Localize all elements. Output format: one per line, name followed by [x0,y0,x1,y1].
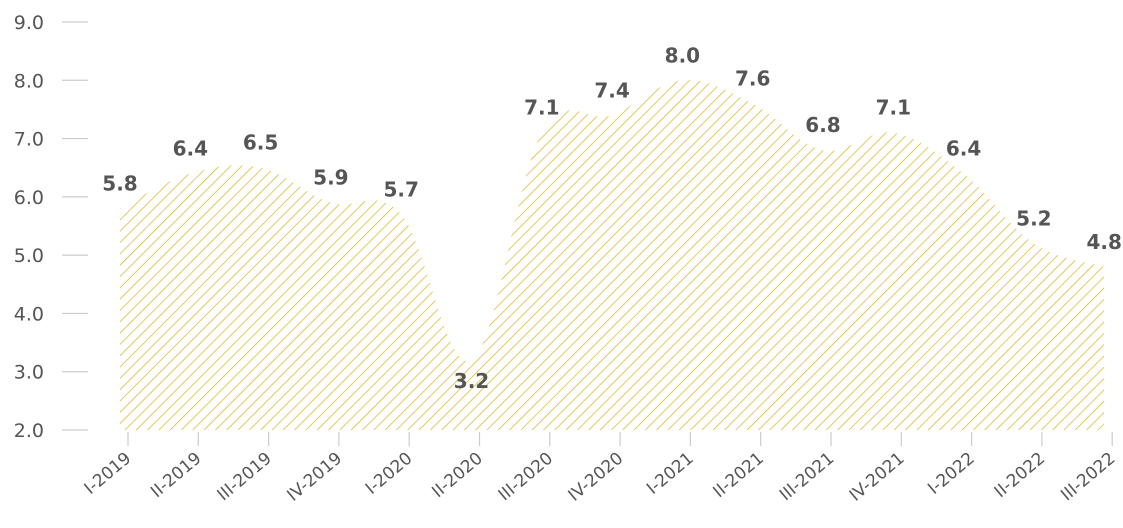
y-tick-label: 4.0 [14,303,44,325]
x-tick-label: III-2022 [1057,449,1119,506]
data-label: 6.4 [946,137,981,161]
data-label: 7.1 [876,96,911,120]
data-label: 5.2 [1016,206,1051,230]
data-labels: 5.8 6.4 6.5 5.9 5.7 3.2 7.1 7.4 8.0 7.6 6.8 7.1 6.4 5… [102,43,1122,393]
y-tick-label: 6.0 [14,187,44,209]
x-tick-label: II-2019 [147,449,205,503]
y-tick-label: 3.0 [14,362,44,384]
data-label: 6.8 [805,113,840,137]
data-label: 7.4 [594,78,629,102]
y-axis: 9.0 8.0 7.0 6.0 5.0 4.0 3.0 2.0 [14,12,88,442]
x-tick-label: I-2022 [924,449,979,499]
data-label: 5.9 [313,166,348,190]
x-tick-label: II-2020 [428,449,486,503]
data-label: 7.1 [524,96,559,120]
x-tick-label: III-2019 [214,449,276,506]
data-label: 6.4 [173,137,208,161]
y-tick-label: 7.0 [14,129,44,151]
x-tick-label: II-2021 [710,449,768,503]
data-label: 3.2 [454,369,489,393]
data-label: 7.6 [735,67,770,91]
data-label: 4.8 [1086,230,1121,254]
x-tick-label: IV-2021 [846,449,909,506]
x-tick-label: I-2019 [81,449,136,499]
data-label: 8.0 [665,43,700,67]
x-tick-label: IV-2020 [565,449,628,506]
y-tick-label: 5.0 [14,245,44,267]
x-axis: I-2019 II-2019 III-2019 IV-2019 I-2020 II-202… [81,432,1119,506]
x-tick-label: IV-2019 [283,449,346,506]
x-tick-label: III-2020 [495,449,557,506]
y-tick-label: 9.0 [14,12,44,34]
data-label: 5.7 [383,177,418,201]
x-tick-label: III-2021 [776,449,838,506]
data-label: 5.8 [102,172,137,196]
y-tick-label: 2.0 [14,420,44,442]
data-label: 6.5 [243,131,278,155]
x-tick-label: II-2022 [991,449,1049,503]
y-tick-label: 8.0 [14,70,44,92]
x-tick-label: I-2020 [362,449,417,499]
x-tick-label: I-2021 [643,449,698,499]
area-series [120,80,1105,430]
